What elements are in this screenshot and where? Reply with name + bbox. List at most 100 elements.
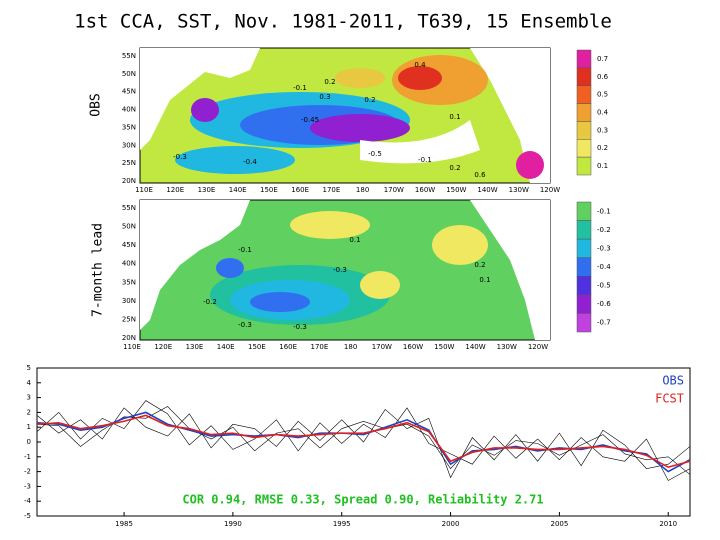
y-tick-label: 1	[27, 423, 31, 431]
contour-label: 0.2	[364, 96, 375, 104]
contour-label: -0.1	[293, 84, 307, 92]
obs-map	[139, 47, 551, 184]
lon-label: 160E	[279, 343, 297, 351]
lon-label: 140E	[229, 186, 247, 194]
lon-label: 160E	[291, 186, 309, 194]
contour-label: -0.2	[203, 298, 217, 306]
x-tick-label: 2000	[442, 520, 460, 528]
colorbar-swatch	[576, 139, 592, 158]
lon-label: 140W	[477, 186, 497, 194]
legend-entry: FCST	[655, 392, 684, 406]
colorbar-label: -0.7	[597, 319, 611, 327]
lat-label: 30N	[122, 297, 136, 305]
lat-label: 35N	[122, 278, 136, 286]
lon-label: 130E	[186, 343, 204, 351]
contour-label: 0.1	[349, 236, 360, 244]
lon-label: 140E	[217, 343, 235, 351]
lat-label: 55N	[122, 204, 136, 212]
lon-label: 180	[356, 186, 369, 194]
lon-label: 120E	[154, 343, 172, 351]
contour-label: -0.1	[238, 246, 252, 254]
colorbar-swatch	[576, 220, 592, 240]
lat-label: 45N	[122, 88, 136, 96]
contour-label: -0.4	[243, 158, 257, 166]
series-line	[36, 414, 691, 469]
lat-label: 30N	[122, 141, 136, 149]
lat-label: 40N	[122, 260, 136, 268]
map-label: 7-month lead	[91, 223, 106, 317]
x-tick-label: 1990	[224, 520, 242, 528]
colorbar-label: -0.5	[597, 282, 611, 290]
lon-label: 170E	[322, 186, 340, 194]
contour-label: 0.4	[414, 61, 426, 69]
lon-label: 130W	[497, 343, 517, 351]
lon-label: 170W	[372, 343, 392, 351]
contour-label: -0.5	[368, 150, 382, 158]
lon-label: 120W	[540, 186, 560, 194]
colorbar-swatch	[576, 313, 592, 333]
lat-label: 35N	[122, 123, 136, 131]
contour-label: 0.2	[324, 78, 335, 86]
colorbar-label: -0.2	[597, 226, 611, 234]
ensemble-line	[36, 400, 691, 481]
y-tick-label: -4	[24, 497, 32, 505]
colorbar-swatch	[576, 294, 592, 314]
y-tick-label: 0	[27, 438, 31, 446]
colorbar-swatch	[576, 238, 592, 258]
contour-label: -0.3	[293, 323, 307, 331]
x-tick-label: 1995	[333, 520, 351, 528]
lon-label: 130E	[198, 186, 216, 194]
lon-label: 150E	[248, 343, 266, 351]
forecast-map	[139, 199, 551, 341]
contour-label: -0.3	[173, 153, 187, 161]
lat-label: 50N	[122, 70, 136, 78]
y-tick-label: -1	[24, 453, 31, 461]
colorbar-label: 0.1	[597, 162, 608, 170]
lon-label: 180	[344, 343, 357, 351]
lat-label: 40N	[122, 106, 136, 114]
contour-label: -0.45	[301, 116, 319, 124]
y-tick-label: 3	[27, 394, 31, 402]
lat-label: 55N	[122, 52, 136, 60]
map-label: OBS	[89, 93, 104, 116]
contour-label: 0.1	[449, 113, 460, 121]
ensemble-line	[36, 406, 691, 475]
lat-label: 45N	[122, 241, 136, 249]
lon-label: 150W	[434, 343, 454, 351]
lon-label: 170E	[310, 343, 328, 351]
y-tick-label: 5	[27, 364, 31, 372]
colorbar-swatch	[576, 85, 592, 104]
colorbar-swatch	[576, 257, 592, 277]
y-tick-label: 4	[27, 379, 32, 387]
contour-label: 0.6	[474, 171, 486, 179]
contour-label: 0.2	[474, 261, 485, 269]
y-tick-label: 2	[27, 408, 31, 416]
lat-label: 20N	[122, 177, 136, 185]
lat-label: 50N	[122, 223, 136, 231]
y-tick-label: -2	[24, 468, 31, 476]
x-tick-label: 2005	[550, 520, 568, 528]
colorbar-label: -0.3	[597, 244, 611, 252]
lon-label: 120W	[528, 343, 548, 351]
contour-label: 0.1	[479, 276, 490, 284]
lat-label: 20N	[122, 334, 136, 342]
lon-label: 150E	[260, 186, 278, 194]
colorbar-label: 0.3	[597, 126, 608, 134]
contour-label: -0.3	[238, 321, 252, 329]
ensemble-line	[36, 407, 691, 479]
colorbar-swatch	[576, 49, 592, 69]
colorbar-swatch	[576, 276, 592, 296]
lon-label: 160W	[403, 343, 423, 351]
colorbar-label: -0.6	[597, 300, 611, 308]
lon-label: 170W	[384, 186, 404, 194]
colorbar-label: 0.5	[597, 91, 608, 99]
colorbar-label: -0.4	[597, 263, 611, 271]
lon-label: 120E	[166, 186, 184, 194]
lon-label: 110E	[135, 186, 153, 194]
colorbar-swatch	[576, 67, 592, 86]
contour-label: 0.3	[319, 93, 330, 101]
colorbar-label: 0.6	[597, 73, 609, 81]
x-tick-label: 2010	[659, 520, 677, 528]
figure-title: 1st CCA, SST, Nov. 1981-2011, T639, 15 E…	[74, 11, 612, 33]
